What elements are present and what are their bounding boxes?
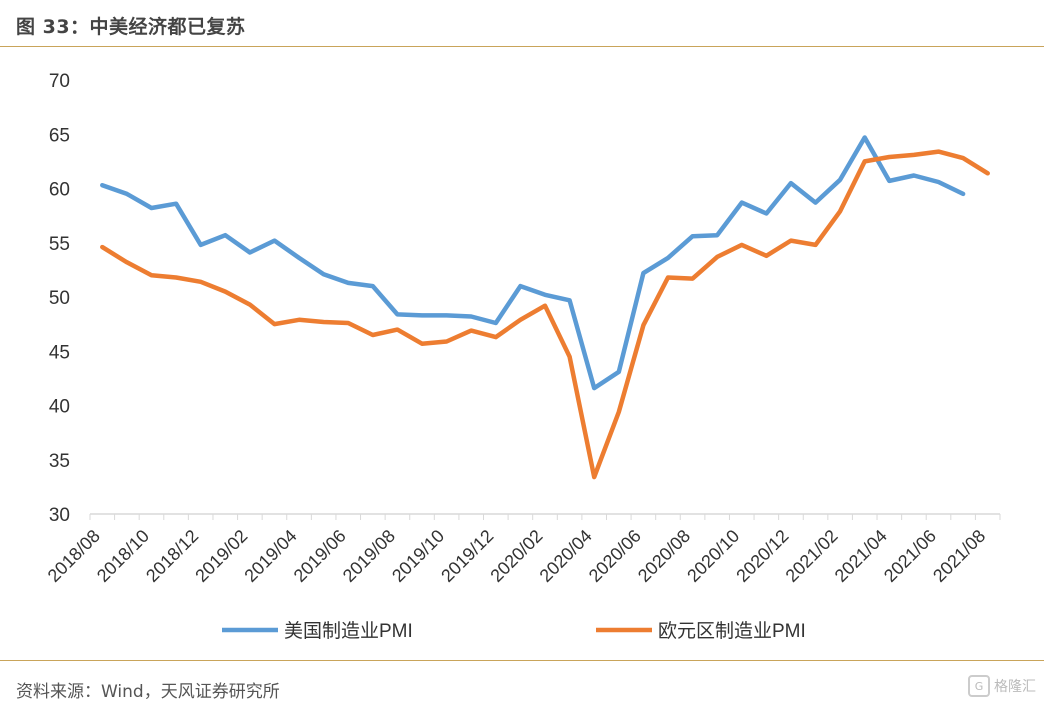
x-tick-label: 2019/10: [388, 526, 448, 586]
figure-title: 图 33：中美经济都已复苏: [16, 16, 246, 38]
x-tick-label: 2018/12: [142, 526, 202, 586]
y-tick-label: 45: [49, 342, 70, 363]
x-axis: 2018/082018/102018/122019/022019/042019/…: [44, 513, 1001, 586]
x-tick-label: 2019/04: [240, 526, 300, 586]
footer: 资料来源：Wind，天风证券研究所 G 格隆汇: [0, 660, 1044, 709]
series-lines: [100, 135, 990, 480]
x-tick-label: 2020/10: [683, 526, 743, 586]
watermark-text: 格隆汇: [994, 679, 1036, 695]
x-tick-label: 2019/08: [339, 526, 399, 586]
x-tick-label: 2021/06: [880, 526, 940, 586]
line-chart: 30 35 40 45 50 55 60 65 70 2018/082018/102018/12…: [44, 71, 1001, 642]
x-tick-label: 2019/06: [290, 526, 350, 586]
x-tick-label: 2020/04: [536, 526, 596, 586]
y-tick-label: 35: [49, 451, 70, 472]
y-tick-label: 60: [49, 180, 70, 201]
x-tick-label: 2020/06: [585, 526, 645, 586]
y-tick-label: 50: [49, 288, 70, 309]
y-tick-label: 30: [49, 505, 70, 526]
source-note: 资料来源：Wind，天风证券研究所: [16, 682, 280, 702]
y-tick-label: 70: [49, 71, 70, 92]
x-tick-label: 2018/10: [93, 526, 153, 586]
header: 图 33：中美经济都已复苏: [0, 0, 1044, 47]
x-tick-label: 2020/12: [732, 526, 792, 586]
y-tick-label: 40: [49, 397, 70, 418]
watermark-logo-icon: G: [968, 675, 990, 697]
x-tick-label: 2021/04: [831, 526, 891, 586]
series-line-2: [100, 149, 990, 480]
chart-area: 30 35 40 45 50 55 60 65 70 2018/08 2018/10 2018/12…: [0, 48, 1044, 660]
y-axis: 30 35 40 45 50 55 60 65 70: [49, 71, 70, 526]
watermark: G 格隆汇: [968, 675, 1036, 697]
legend-label-2: 欧元区制造业PMI: [658, 620, 806, 642]
x-tick-label: 2021/02: [782, 526, 842, 586]
x-tick-label: 2021/08: [929, 526, 989, 586]
x-tick-label: 2018/08: [44, 526, 104, 586]
legend-label-1: 美国制造业PMI: [284, 620, 413, 642]
x-tick-label: 2020/02: [486, 526, 546, 586]
x-tick-label: 2019/12: [437, 526, 497, 586]
x-tick-label: 2019/02: [191, 526, 251, 586]
series-line-1: [100, 135, 966, 391]
y-tick-label: 55: [49, 234, 70, 255]
y-tick-label: 65: [49, 125, 70, 146]
x-tick-label: 2020/08: [634, 526, 694, 586]
legend: 美国制造业PMI 欧元区制造业PMI: [222, 620, 806, 642]
